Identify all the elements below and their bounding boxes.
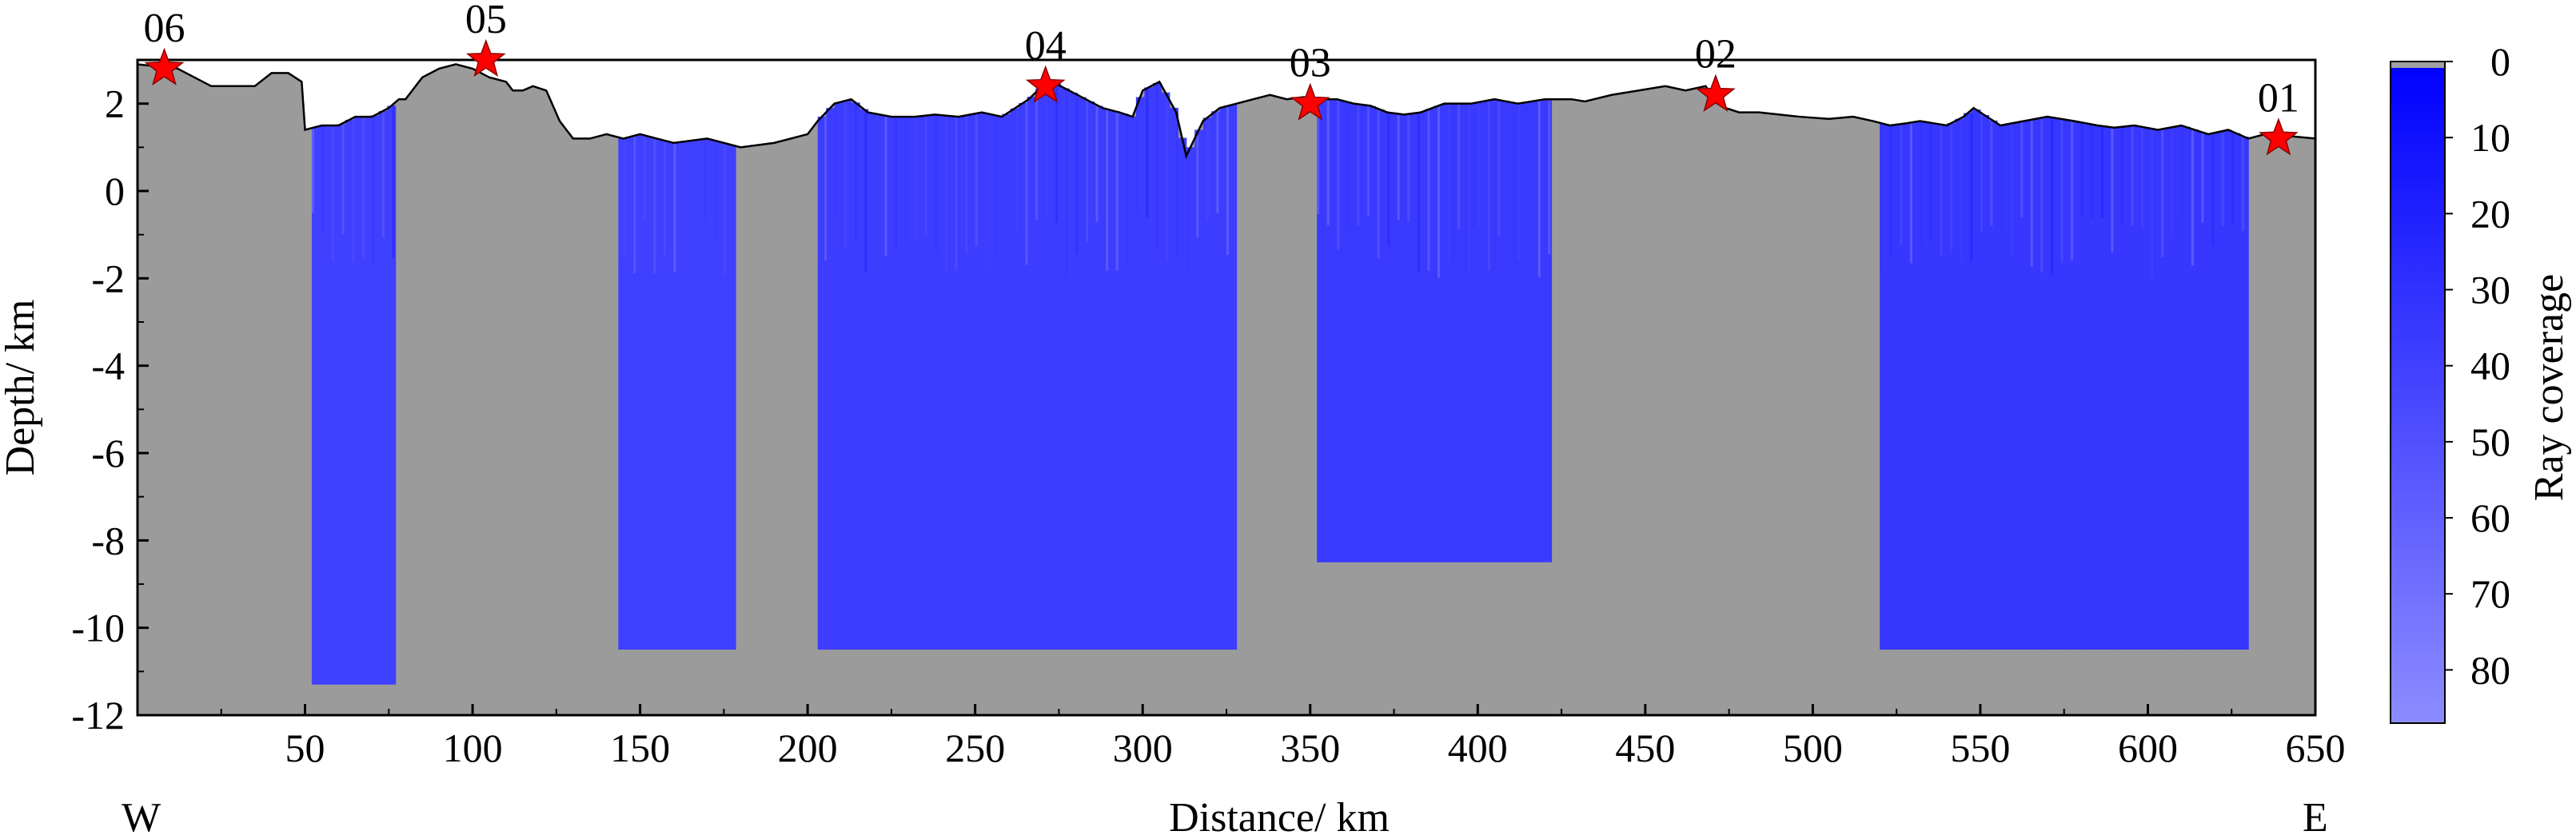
stations-layer: 06 05 04 03 02 01 [144,0,2299,156]
station-star-icon [1290,82,1330,121]
coverage-zone-5 [1880,109,2249,650]
y-tick-label: -8 [91,518,125,563]
colorbar-tick-label: 60 [2470,495,2510,540]
x-tick-label: 50 [285,726,325,770]
colorbar-tick-label: 70 [2470,571,2510,616]
colorbar-tick-label: 10 [2470,115,2510,160]
direction-label-east: E [2303,795,2328,835]
y-axis: 2 0 -2 -4 -6 -8 -10 -12 [71,59,149,738]
x-tick-label: 450 [1615,726,1675,770]
x-tick-label: 100 [443,726,503,770]
y-tick-label: -6 [91,431,125,475]
x-tick-label: 150 [610,726,670,770]
x-tick-label: 600 [2118,726,2178,770]
station-star-icon [2259,117,2299,156]
colorbar-tick-label: 40 [2470,344,2510,388]
station-label: 04 [1025,23,1067,69]
station-label: 02 [1695,32,1737,78]
colorbar: 0 10 20 30 40 50 60 70 80 Ray coverage [2390,39,2572,724]
y-tick-label: 2 [105,82,125,126]
colorbar-tick-label: 80 [2470,647,2510,692]
colorbar-tick-label: 30 [2470,268,2510,312]
colorbar-label: Ray coverage [2526,274,2572,501]
coverage-zone-4 [1317,99,1553,563]
x-tick-label: 550 [1950,726,2010,770]
coverage-zone-1 [311,105,397,685]
plot-area [136,58,2317,717]
ray-coverage-layer [311,82,2249,685]
colorbar-gradient [2391,62,2445,723]
colorbar-tick-label: 50 [2470,420,2510,464]
x-axis-label: Distance/ km [1169,795,1390,835]
colorbar-tick-label: 20 [2470,191,2510,236]
station-star-icon [1025,65,1066,103]
ray-coverage-texture [311,83,2244,279]
station-label: 06 [144,6,185,51]
station-label: 05 [465,0,507,42]
colorbar-tick-label: 0 [2490,39,2510,84]
x-tick-label: 500 [1783,726,1843,770]
station-star-icon [1695,74,1736,112]
station-star-icon [144,47,185,86]
colorbar-frame [2390,61,2446,724]
y-tick-label: -12 [71,693,125,738]
colorbar-zero-band [2391,62,2445,68]
y-tick-label: -2 [91,256,125,300]
y-tick-label: -4 [91,344,125,388]
x-tick-label: 650 [2286,726,2346,770]
coverage-zone-2 [618,134,736,650]
station-star-icon [465,38,506,78]
y-axis-label: Depth/ km [0,300,43,476]
y-tick-label: 0 [105,169,125,213]
x-tick-label: 300 [1113,726,1173,770]
station-label: 01 [2258,75,2299,121]
x-tick-label: 350 [1280,726,1340,770]
topography-line [138,63,2315,160]
x-tick-label: 250 [945,726,1005,770]
x-tick-label: 400 [1448,726,1508,770]
x-tick-label: 200 [778,726,838,770]
coverage-zone-3 [817,82,1238,650]
direction-label-west: W [122,795,161,835]
y-tick-label: -10 [71,606,125,650]
station-label: 03 [1290,41,1331,86]
x-axis: 50 100 150 200 250 300 350 400 450 500 550 600 650 [220,704,2346,770]
